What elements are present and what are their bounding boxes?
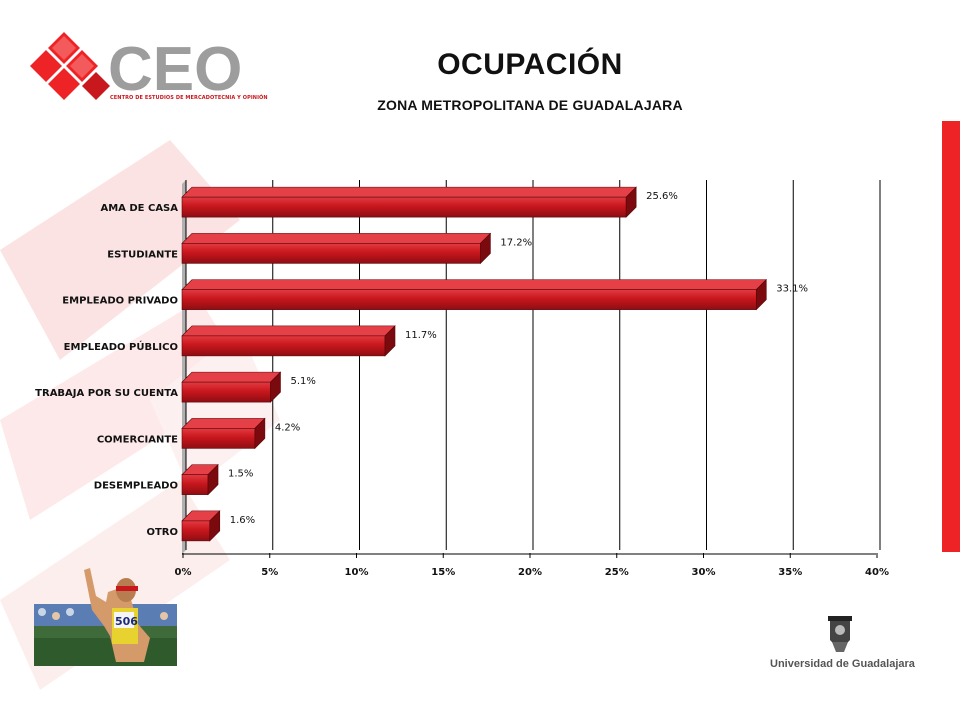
bar-end [755, 278, 767, 311]
category-label: OTRO [146, 527, 178, 538]
x-tick-label: 0% [175, 567, 192, 578]
value-label: 25.6% [646, 191, 678, 202]
bib-number: 506 [115, 615, 138, 628]
athlete-photo: 506 [34, 568, 177, 666]
bar-end [384, 325, 396, 357]
bar-top [181, 233, 492, 244]
value-label: 1.5% [228, 469, 253, 480]
bar [181, 371, 282, 403]
bar [181, 325, 396, 357]
bar [181, 186, 637, 218]
logo-text: CEO [108, 35, 242, 104]
udg-seal-icon [828, 616, 852, 652]
bar-top [181, 186, 637, 198]
university-name: Universidad de Guadalajara [770, 658, 915, 670]
x-tick-label: 15% [431, 567, 455, 578]
category-label: ESTUDIANTE [107, 249, 178, 260]
bar [181, 278, 768, 311]
bar-top [181, 325, 396, 337]
bar [181, 510, 221, 542]
bar-front [181, 289, 757, 310]
bar-front [181, 474, 209, 495]
bar [181, 417, 266, 450]
accent-strip [942, 121, 960, 552]
bar-front [181, 381, 271, 403]
bar-front [181, 196, 627, 218]
value-label: 1.6% [230, 515, 255, 526]
x-tick-label: 20% [518, 567, 542, 578]
bar-end [207, 463, 219, 496]
bar-top [181, 418, 266, 429]
x-tick-label: 5% [261, 567, 278, 578]
value-label: 4.2% [275, 422, 300, 433]
bar-front [181, 428, 256, 449]
value-label: 17.2% [500, 237, 532, 248]
category-label: TRABAJA POR SU CUENTA [35, 388, 178, 399]
bar-front [181, 520, 211, 542]
value-label: 11.7% [405, 330, 437, 341]
x-tick-label: 30% [692, 567, 716, 578]
value-label: 33.1% [776, 284, 808, 295]
page-title: OCUPACIÓN [437, 48, 623, 81]
bar-top [181, 279, 768, 290]
ceo-logo: CEO [30, 32, 242, 104]
bar-end [209, 510, 221, 542]
chart-wall [182, 180, 186, 554]
bar-end [270, 371, 281, 403]
bar-top [181, 371, 282, 383]
category-label: EMPLEADO PRIVADO [62, 296, 178, 307]
logo-tagline: CENTRO DE ESTUDIOS DE MERCADOTECNIA Y OP… [110, 95, 268, 101]
category-label: DESEMPLEADO [94, 481, 178, 492]
category-label: AMA DE CASA [100, 203, 178, 214]
x-tick-label: 25% [605, 567, 629, 578]
bar-end [625, 186, 637, 218]
x-tick-label: 10% [345, 567, 369, 578]
bar-front [181, 335, 386, 357]
bar-end [254, 417, 266, 450]
x-tick-label: 35% [778, 567, 802, 578]
x-tick-label: 40% [865, 567, 889, 578]
category-label: COMERCIANTE [97, 434, 178, 445]
bar-end [480, 232, 491, 265]
page-subtitle: ZONA METROPOLITANA DE GUADALAJARA [377, 97, 683, 113]
value-label: 5.1% [290, 376, 315, 387]
bar [181, 232, 492, 265]
bar [181, 463, 219, 496]
category-label: EMPLEADO PÚBLICO [64, 340, 178, 353]
bar-front [181, 243, 481, 264]
